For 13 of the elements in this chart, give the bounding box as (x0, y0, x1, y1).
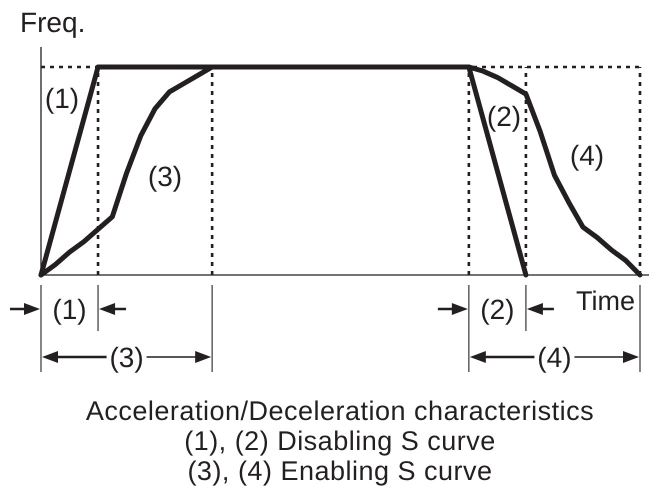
text: (1), (2) Disabling S curve (184, 426, 496, 456)
text: (3), (4) Enabling S curve (187, 456, 493, 486)
x-axis-title: Time (576, 286, 635, 316)
series-label: (4) (570, 140, 604, 171)
text: (3) (109, 342, 144, 373)
text: Acceleration/Deceleration characteristics (86, 396, 594, 426)
annotation: (2) (486, 101, 522, 132)
text: (1) (52, 294, 87, 325)
annotation: (1) (44, 83, 80, 114)
text: (4) (537, 342, 572, 373)
text: (2) (480, 294, 514, 325)
series-label: (3) (148, 161, 182, 192)
y-axis-title: Freq. (20, 7, 86, 38)
